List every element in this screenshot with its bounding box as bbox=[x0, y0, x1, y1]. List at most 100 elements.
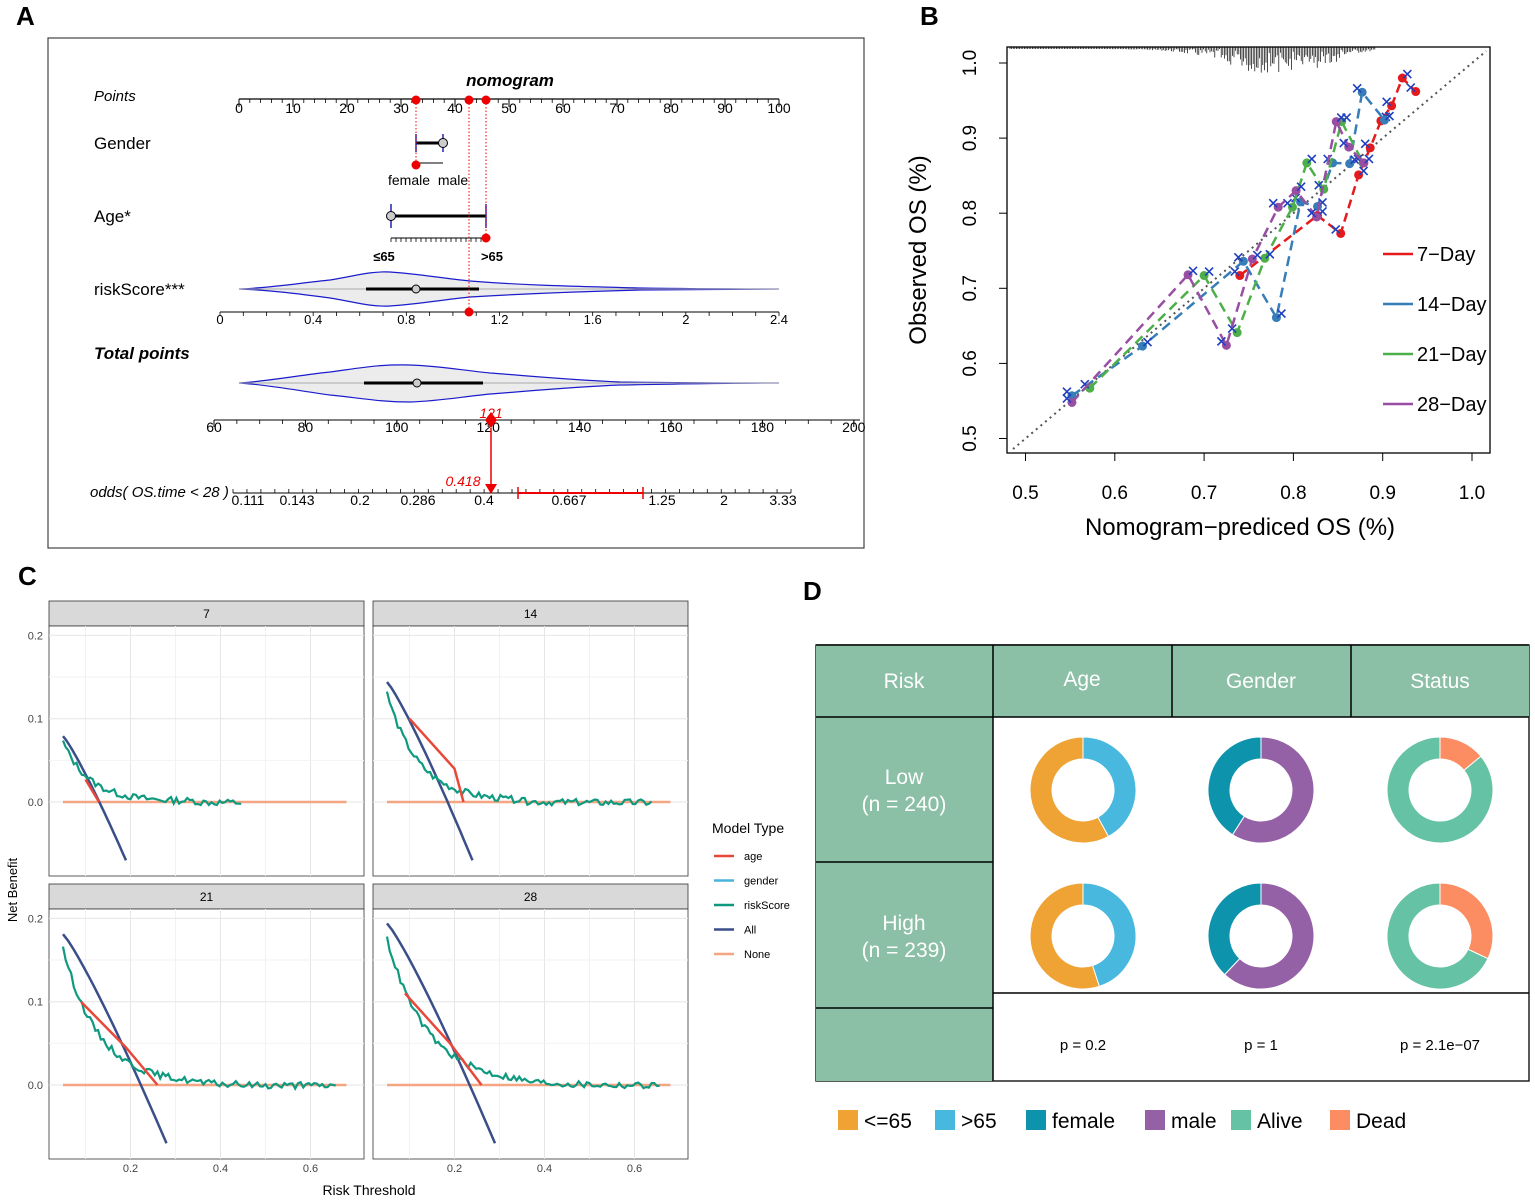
riskscore-tick-label: 0 bbox=[216, 312, 223, 327]
model-legend-label: All bbox=[744, 925, 756, 937]
table-legend-label: <=65 bbox=[864, 1110, 912, 1133]
calibration-observed-marker bbox=[1142, 337, 1153, 347]
odds-tick-labels: 0.111 0.143 0.2 0.286 0.4 0.667 1.25 2 3.33 bbox=[232, 492, 797, 508]
calibration-observed-marker bbox=[1296, 182, 1306, 192]
calibration-x-ticks: 0.5 0.6 0.7 0.8 0.9 1.0 bbox=[1012, 453, 1485, 504]
odds-minor-ticks bbox=[232, 489, 792, 493]
calibration-x-tick-label: 0.9 bbox=[1369, 483, 1395, 504]
calibration-observed-marker bbox=[1233, 252, 1243, 262]
calibration-series bbox=[1062, 69, 1421, 407]
odds-tick-label: 0.111 bbox=[232, 492, 265, 508]
decision-curve-panel: 7 0.0 0.1 0.2 14 21 0.0 0.1 0.2 0.2 0.4 0.6 28 0.2 0.4… bbox=[5, 600, 790, 1198]
table-legend-swatch bbox=[1026, 1110, 1046, 1130]
table-legend-swatch bbox=[1145, 1110, 1165, 1130]
odds-tick-label: 0.143 bbox=[279, 492, 314, 508]
odds-tick-label: 2 bbox=[720, 492, 728, 508]
donut-charts bbox=[1029, 736, 1494, 990]
gender-median-marker bbox=[438, 138, 448, 148]
decision-curve-facets: 7 0.0 0.1 0.2 14 21 0.0 0.1 0.2 0.2 0.4 0.6 28 0.2 0.4… bbox=[28, 600, 689, 1175]
facet-strip-label: 7 bbox=[203, 607, 210, 621]
riskscore-curve bbox=[385, 691, 653, 808]
model-legend-label: riskScore bbox=[744, 900, 790, 912]
calibration-legend: 7−Day 14−Day 21−Day 28−Day bbox=[1383, 244, 1487, 416]
calibration-y-tick-label: 0.8 bbox=[960, 200, 981, 226]
donut-high-gender bbox=[1207, 882, 1315, 990]
riskscore-curve bbox=[61, 946, 336, 1091]
gender-level-female: female bbox=[388, 172, 430, 188]
table-legend-swatch bbox=[935, 1110, 955, 1130]
calibration-observed-marker bbox=[1268, 198, 1278, 208]
age-point-marker bbox=[481, 95, 491, 105]
panel-b-label: B bbox=[920, 1, 939, 31]
calibration-observed-marker bbox=[1331, 224, 1341, 235]
net-benefit-tick-label: 0.0 bbox=[28, 1080, 43, 1092]
odds-tick-label: 3.33 bbox=[769, 492, 796, 508]
riskscore-tick-label: 1.6 bbox=[584, 312, 602, 327]
model-legend-label: None bbox=[744, 949, 770, 961]
points-tick-label: 0 bbox=[235, 100, 243, 116]
nomogram-panel: nomogram Points Gender Age* riskScore***… bbox=[47, 37, 866, 549]
calibration-y-tick-label: 0.7 bbox=[960, 275, 981, 301]
calibration-y-ticks: 0.5 0.6 0.7 0.8 0.9 1.0 bbox=[960, 50, 1007, 452]
age-label: Age* bbox=[94, 207, 131, 226]
donut-slice bbox=[1029, 882, 1101, 990]
calibration-observed-marker bbox=[1204, 266, 1214, 277]
points-tick-label: 30 bbox=[393, 100, 409, 116]
risk-threshold-label: Risk Threshold bbox=[322, 1182, 415, 1198]
points-tick-label: 20 bbox=[339, 100, 355, 116]
odds-selected-marker bbox=[485, 484, 497, 494]
model-type-legend: age gender riskScore All None bbox=[714, 851, 790, 961]
facet-21: 21 0.0 0.1 0.2 0.2 0.4 0.6 bbox=[28, 883, 365, 1175]
risk-threshold-tick-label: 0.6 bbox=[627, 1163, 642, 1175]
total-tick-label: 180 bbox=[751, 419, 775, 435]
gender-selected-marker bbox=[411, 160, 421, 170]
table-row-label-band bbox=[816, 717, 993, 1081]
net-benefit-tick-label: 0.2 bbox=[28, 913, 43, 925]
calibration-legend-label: 7−Day bbox=[1417, 244, 1475, 266]
calibration-observed-marker bbox=[1384, 111, 1395, 121]
facet-14: 14 bbox=[372, 600, 689, 877]
calibration-x-tick-label: 1.0 bbox=[1459, 483, 1485, 504]
calibration-observed-marker bbox=[1359, 166, 1369, 176]
calibration-x-tick-label: 0.7 bbox=[1191, 483, 1217, 504]
header-status: Status bbox=[1410, 670, 1470, 693]
calibration-x-tick-label: 0.5 bbox=[1012, 483, 1038, 504]
calibration-x-label: Nomogram−prediced OS (%) bbox=[1085, 514, 1395, 541]
calibration-observed-marker bbox=[1227, 324, 1237, 334]
facet-panel bbox=[48, 625, 365, 877]
calibration-observed-marker bbox=[1282, 198, 1293, 208]
donut-slice bbox=[1082, 736, 1137, 838]
calibration-line bbox=[1088, 118, 1365, 390]
points-tick-label: 70 bbox=[609, 100, 625, 116]
calibration-series-2 bbox=[1062, 83, 1395, 401]
all-curve bbox=[386, 922, 497, 1144]
points-tick-label: 100 bbox=[767, 100, 791, 116]
donut-slice bbox=[1386, 736, 1494, 844]
age-median-marker bbox=[386, 211, 396, 221]
calibration-x-tick-label: 0.8 bbox=[1280, 483, 1306, 504]
calibration-y-label: Observed OS (%) bbox=[905, 155, 932, 344]
calibration-observed-marker bbox=[1336, 113, 1346, 123]
calibration-legend-label: 21−Day bbox=[1417, 344, 1487, 366]
calibration-series-4 bbox=[1062, 113, 1374, 407]
calibration-y-tick-label: 1.0 bbox=[960, 50, 981, 76]
all-curve bbox=[62, 933, 168, 1144]
calibration-observed-marker bbox=[1230, 266, 1240, 277]
risk-threshold-tick-label: 0.2 bbox=[123, 1163, 138, 1175]
calibration-observed-marker bbox=[1406, 82, 1416, 93]
donut-high-status bbox=[1386, 882, 1494, 990]
age-curve bbox=[408, 717, 465, 803]
donut-slice bbox=[1207, 882, 1262, 976]
odds-tick-label: 0.4 bbox=[474, 492, 494, 508]
total-points-value: 121 bbox=[479, 405, 502, 421]
model-legend-label: age bbox=[744, 851, 762, 863]
header-gender: Gender bbox=[1226, 670, 1296, 693]
net-benefit-tick-label: 0.0 bbox=[28, 797, 43, 809]
panel-d-label: D bbox=[803, 576, 822, 606]
table-legend: <=65 >65 female male Alive Dead bbox=[838, 1110, 1406, 1133]
pvalue-age: p = 0.2 bbox=[1060, 1037, 1106, 1054]
odds-tick-label: 0.286 bbox=[400, 492, 435, 508]
table-legend-label: Dead bbox=[1356, 1110, 1406, 1133]
total-selected-marker bbox=[485, 412, 497, 428]
row-low-label: Low bbox=[885, 766, 924, 789]
